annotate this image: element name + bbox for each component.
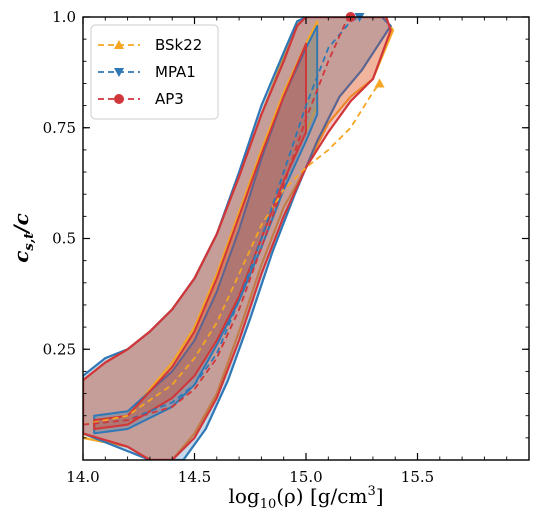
curve-MPA1 [83, 17, 360, 426]
y-tick-label: 0.5 [52, 230, 76, 248]
legend-label-AP3: AP3 [155, 90, 184, 108]
curve-AP3 [83, 17, 352, 426]
axis-ticks [82, 16, 530, 460]
x-tick-label: 15.0 [289, 468, 322, 486]
legend-marker-AP3 [114, 94, 124, 104]
x-tick-label: 14.0 [66, 468, 99, 486]
y-tick-label: 0.75 [43, 119, 76, 137]
x-tick-label: 14.5 [178, 468, 211, 486]
y-tick-label: 0.25 [43, 340, 76, 358]
y-tick-label: 1.0 [52, 8, 76, 26]
x-tick-label: 15.5 [401, 468, 434, 486]
legend-label-BSk22: BSk22 [155, 36, 202, 54]
axis-tick-labels: 14.0 14.5 15.0 15.5 0.25 0.5 0.75 1.0 [43, 8, 435, 486]
inner-band-MPA1 [93, 24, 319, 435]
eos-curves [83, 17, 381, 426]
curve-BSk22 [83, 82, 381, 426]
credible-bands [83, 17, 395, 460]
inner-band-AP3 [93, 42, 307, 430]
legend: BSk22 MPA1 AP3 [90, 24, 219, 120]
marker-BSk22 [374, 78, 385, 88]
x-axis-label: log10(ρ) [g/cm3] [228, 484, 383, 512]
legend-marker-BSk22 [114, 40, 124, 49]
legend-marker-MPA1 [114, 68, 124, 77]
y-axis-label: cs,t/c [9, 213, 37, 263]
legend-label-MPA1: MPA1 [155, 63, 196, 81]
